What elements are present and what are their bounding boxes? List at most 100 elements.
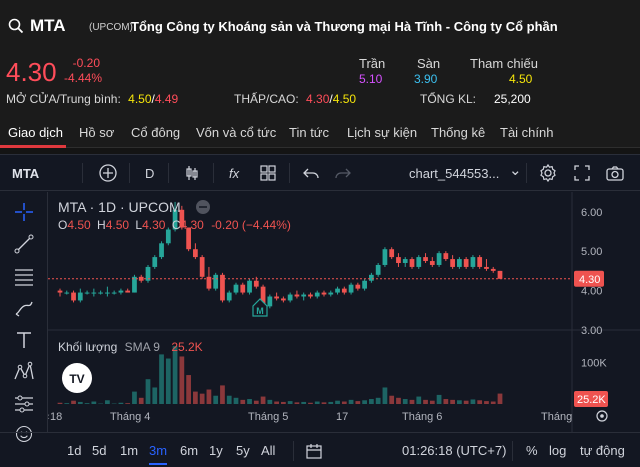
volume-bar <box>206 389 212 404</box>
tab-lich-su-kien[interactable]: Lịch sự kiện <box>347 125 418 140</box>
crosshair-icon[interactable] <box>12 200 36 224</box>
open-average: MỞ CỬA/Trung bình: 4.50/4.49 <box>6 92 178 106</box>
candle <box>84 292 90 294</box>
range-6m[interactable]: 6m <box>180 443 199 458</box>
axis-settings-icon[interactable] <box>596 410 608 422</box>
time-tick-label: Tháng 6 <box>402 411 442 423</box>
volume-bar <box>274 401 279 404</box>
interval-button[interactable]: D <box>145 166 155 181</box>
volume-bar <box>348 399 354 404</box>
range-3m[interactable]: 3m <box>149 443 168 458</box>
search-icon <box>8 18 24 34</box>
volume-bar <box>450 399 455 404</box>
price-chart[interactable]: 6.00 5.00 4.00 3.00 4.30 100K 25.2K 18 Tháng 4 T… <box>48 192 640 432</box>
gear-icon[interactable] <box>538 163 558 183</box>
candle <box>314 292 320 297</box>
total-volume-value: 25,200 <box>494 92 531 106</box>
volume-bar <box>429 400 435 404</box>
range-5d[interactable]: 5d <box>92 443 107 458</box>
candle <box>186 227 191 250</box>
company-name: Tổng Công ty Khoáng sản và Thương mại Hà… <box>131 19 558 34</box>
volume-tick-label: 100K <box>581 358 607 370</box>
candle <box>436 253 442 265</box>
low-high: THẤP/CAO: 4.30/4.50 <box>234 92 356 106</box>
measure-icon[interactable] <box>12 392 36 416</box>
symbol-search[interactable]: MTA <box>8 16 66 36</box>
volume-bar <box>355 401 361 404</box>
candles-icon[interactable] <box>182 163 202 183</box>
low-high-label: THẤP/CAO: <box>234 92 299 106</box>
candle <box>118 290 124 293</box>
percent-toggle[interactable]: % <box>526 443 538 458</box>
divider <box>82 163 83 183</box>
price-tick-label: 5.00 <box>581 246 602 258</box>
tab-giao-dich[interactable]: Giao dịch <box>8 125 63 140</box>
floor-value: 3.90 <box>414 72 438 86</box>
clock: 01:26:18 (UTC+7) <box>402 443 507 458</box>
trend-line-icon[interactable] <box>12 232 36 256</box>
chart-layout-name[interactable]: chart_544553... <box>409 166 500 181</box>
range-5y[interactable]: 5y <box>236 443 250 458</box>
active-range-indicator <box>149 463 167 465</box>
candle <box>213 274 219 289</box>
undo-icon[interactable] <box>301 163 321 183</box>
tab-tai-chinh[interactable]: Tài chính <box>500 125 554 140</box>
volume-bar <box>260 396 266 404</box>
volume-bar <box>463 400 469 404</box>
calendar-icon[interactable] <box>305 442 323 460</box>
range-1m[interactable]: 1m <box>120 443 139 458</box>
candle <box>267 296 273 307</box>
volume-bar <box>328 401 334 404</box>
floor-label: Sàn <box>417 56 441 71</box>
indicators-button[interactable]: fx <box>229 166 240 181</box>
volume-bar <box>382 387 388 404</box>
tab-tin-tuc[interactable]: Tin tức <box>289 125 330 140</box>
volume-bar <box>314 401 320 404</box>
volume-bar <box>362 400 367 404</box>
tab-von-va-co-tuc[interactable]: Vốn và cổ tức <box>196 125 277 140</box>
volume-bar <box>402 399 408 404</box>
range-1d[interactable]: 1d <box>67 443 82 458</box>
candle <box>233 284 239 293</box>
volume-bar <box>84 403 90 404</box>
volume-bar <box>490 401 496 404</box>
chevron-down-icon[interactable]: ⌄ <box>509 162 522 179</box>
volume-bar <box>145 379 151 404</box>
add-symbol-icon[interactable] <box>98 163 118 183</box>
pattern-icon[interactable] <box>12 360 36 384</box>
time-tick-label: Tháng 4 <box>110 411 150 423</box>
tradingview-logo-icon[interactable]: TV <box>62 363 92 393</box>
ceiling-value: 5.10 <box>359 72 383 86</box>
candle <box>77 292 83 301</box>
volume-bar <box>335 400 340 404</box>
tab-thong-ke[interactable]: Thống kê <box>431 125 486 140</box>
tab-ho-so[interactable]: Hồ sơ <box>79 125 115 140</box>
volume-bar <box>199 393 205 404</box>
price-tick-label: 6.00 <box>581 207 602 219</box>
redo-icon[interactable] <box>333 163 353 183</box>
volume-bar <box>64 403 70 404</box>
fullscreen-icon[interactable] <box>572 163 592 183</box>
price-tick-label: 4.00 <box>581 286 602 298</box>
templates-icon[interactable] <box>258 163 278 183</box>
tab-co-dong[interactable]: Cổ đông <box>131 125 181 140</box>
volume-bar <box>457 400 462 404</box>
volume-bar <box>118 402 124 404</box>
log-toggle[interactable]: log <box>549 443 567 458</box>
range-1y[interactable]: 1y <box>209 443 223 458</box>
auto-scale-toggle[interactable]: tự động <box>580 443 625 458</box>
range-all[interactable]: All <box>261 443 276 458</box>
fib-retracement-icon[interactable] <box>12 264 36 288</box>
candle <box>402 259 408 263</box>
text-icon[interactable] <box>12 328 36 352</box>
collapse-sidebar-icon[interactable]: ‹ <box>48 411 50 423</box>
chart-symbol[interactable]: MTA <box>12 166 40 181</box>
symbol: MTA <box>30 16 66 35</box>
event-marker-icon[interactable]: M <box>252 298 268 317</box>
volume-bar <box>105 400 110 404</box>
candle <box>145 266 151 281</box>
brush-icon[interactable] <box>12 296 36 320</box>
candle <box>220 274 225 301</box>
volume-bar <box>396 397 401 404</box>
camera-icon[interactable] <box>605 163 625 183</box>
